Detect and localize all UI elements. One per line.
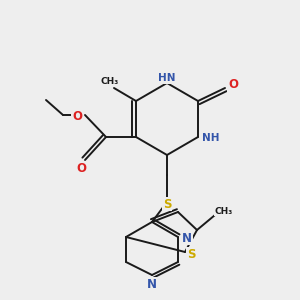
Text: S: S [187, 248, 195, 260]
Text: O: O [72, 110, 82, 122]
Text: O: O [228, 79, 238, 92]
Text: HN: HN [158, 73, 176, 83]
Text: CH₃: CH₃ [101, 77, 119, 86]
Text: O: O [76, 163, 86, 176]
Text: N: N [182, 232, 192, 244]
Text: N: N [147, 278, 157, 290]
Text: NH: NH [202, 133, 220, 143]
Text: CH₃: CH₃ [215, 206, 233, 215]
Text: S: S [163, 197, 171, 211]
